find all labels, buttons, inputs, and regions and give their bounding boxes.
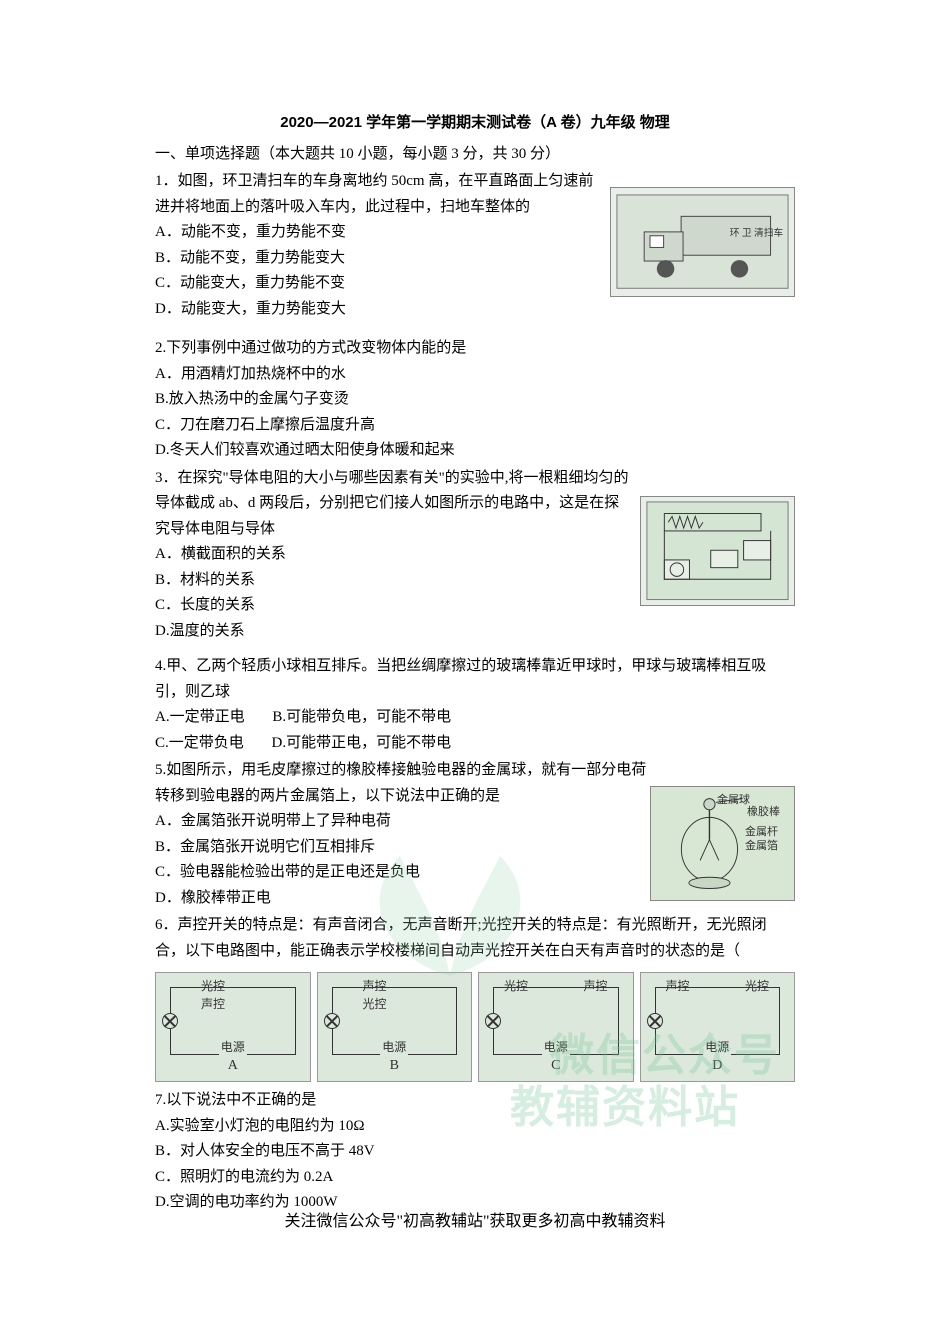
question-2-stem: 2.下列事例中通过做功的方式改变物体内能的是 [155,336,795,362]
q7-option-b: B．对人体安全的电压不高于 48V [155,1139,795,1165]
label-rubber-rod: 橡胶棒 [747,803,780,822]
q7-option-c: C．照明灯的电流约为 0.2A [155,1165,795,1191]
question-1: 环 卫 清扫车 1．如图，环卫清扫车的车身离地约 50cm 高，在平直路面上匀速… [155,169,795,322]
q4-option-a: A.一定带正电 [155,705,245,731]
q2-option-b: B.放入热汤中的金属勺子变烫 [155,387,795,413]
q4-option-d: D.可能带正电，可能不带电 [272,731,452,757]
question-2: 2.下列事例中通过做功的方式改变物体内能的是 A．用酒精灯加热烧杯中的水 B.放… [155,336,795,464]
page-title: 2020—2021 学年第一学期期末测试卷（A 卷）九年级 物理 [155,110,795,136]
label-sound-switch: 声控 [583,976,607,996]
label-metal-leaf: 金属箔 [745,837,778,856]
lamp-icon [485,1013,501,1029]
figure-circuit-experiment [640,496,795,606]
truck-icon: 环 卫 清扫车 [615,193,790,290]
label-metal-ball: 金属球 [717,791,750,810]
circuit-option-b: 声控 光控 电源 B [317,972,473,1082]
circuit-label-c: C [551,1054,560,1078]
q4-option-c: C.一定带负电 [155,731,244,757]
q3-option-d: D.温度的关系 [155,619,795,645]
question-5: 金属球 橡胶棒 金属杆 金属箔 5.如图所示，用毛皮摩擦过的橡胶棒接触验电器的金… [155,758,795,911]
q2-option-d: D.冬天人们较喜欢通过晒太阳使身体暖和起来 [155,438,795,464]
label-light-switch: 光控 [504,976,528,996]
label-sound-switch: 声控 [201,994,225,1014]
q2-option-a: A．用酒精灯加热烧杯中的水 [155,362,795,388]
circuit-label-b: B [390,1054,399,1078]
q1-option-d: D．动能变大，重力势能变大 [155,297,795,323]
q7-option-a: A.实验室小灯泡的电阻约为 10Ω [155,1114,795,1140]
question-4: 4.甲、乙两个轻质小球相互排斥。当把丝绸摩擦过的玻璃棒靠近甲球时，甲球与玻璃棒相… [155,654,795,756]
circuit-label-a: A [228,1054,238,1078]
question-3: 3．在探究"导体电阻的大小与哪些因素有关"的实验中,将一根粗细均匀的导体截成 a… [155,466,795,645]
label-sound-switch: 声控 [666,976,690,996]
question-6: 6．声控开关的特点是：有声音闭合，无声音断开;光控开关的特点是：有光照断开，无光… [155,913,795,1082]
label-light-switch: 光控 [745,976,769,996]
truck-text: 环 卫 清扫车 [730,226,784,239]
figure-truck: 环 卫 清扫车 [610,187,795,297]
figure-electroscope: 金属球 橡胶棒 金属杆 金属箔 [650,786,795,901]
lamp-icon [324,1013,340,1029]
page-footer: 关注微信公众号"初高教辅站"获取更多初高中教辅资料 [0,1208,950,1235]
lamp-icon [162,1013,178,1029]
circuit-label-d: D [712,1054,722,1078]
question-7: 7.以下说法中不正确的是 A.实验室小灯泡的电阻约为 10Ω B．对人体安全的电… [155,1088,795,1216]
circuit-option-a: 光控 声控 电源 A [155,972,311,1082]
question-6-stem: 6．声控开关的特点是：有声音闭合，无声音断开;光控开关的特点是：有光照断开，无光… [155,913,795,964]
circuit-option-d: 声控 光控 电源 D [640,972,796,1082]
q4-option-b: B.可能带负电，可能不带电 [272,705,451,731]
circuit-icon [645,500,790,602]
section-heading: 一、单项选择题（本大题共 10 小题，每小题 3 分，共 30 分） [155,142,795,168]
label-light-switch: 光控 [363,994,387,1014]
circuit-option-c: 光控 声控 电源 C [478,972,634,1082]
question-4-stem: 4.甲、乙两个轻质小球相互排斥。当把丝绸摩擦过的玻璃棒靠近甲球时，甲球与玻璃棒相… [155,654,795,705]
lamp-icon [647,1013,663,1029]
circuit-options-row: 光控 声控 电源 A 声控 光控 电源 B 光控 声控 电源 C [155,972,795,1082]
q2-option-c: C．刀在磨刀石上摩擦后温度升高 [155,413,795,439]
question-7-stem: 7.以下说法中不正确的是 [155,1088,795,1114]
